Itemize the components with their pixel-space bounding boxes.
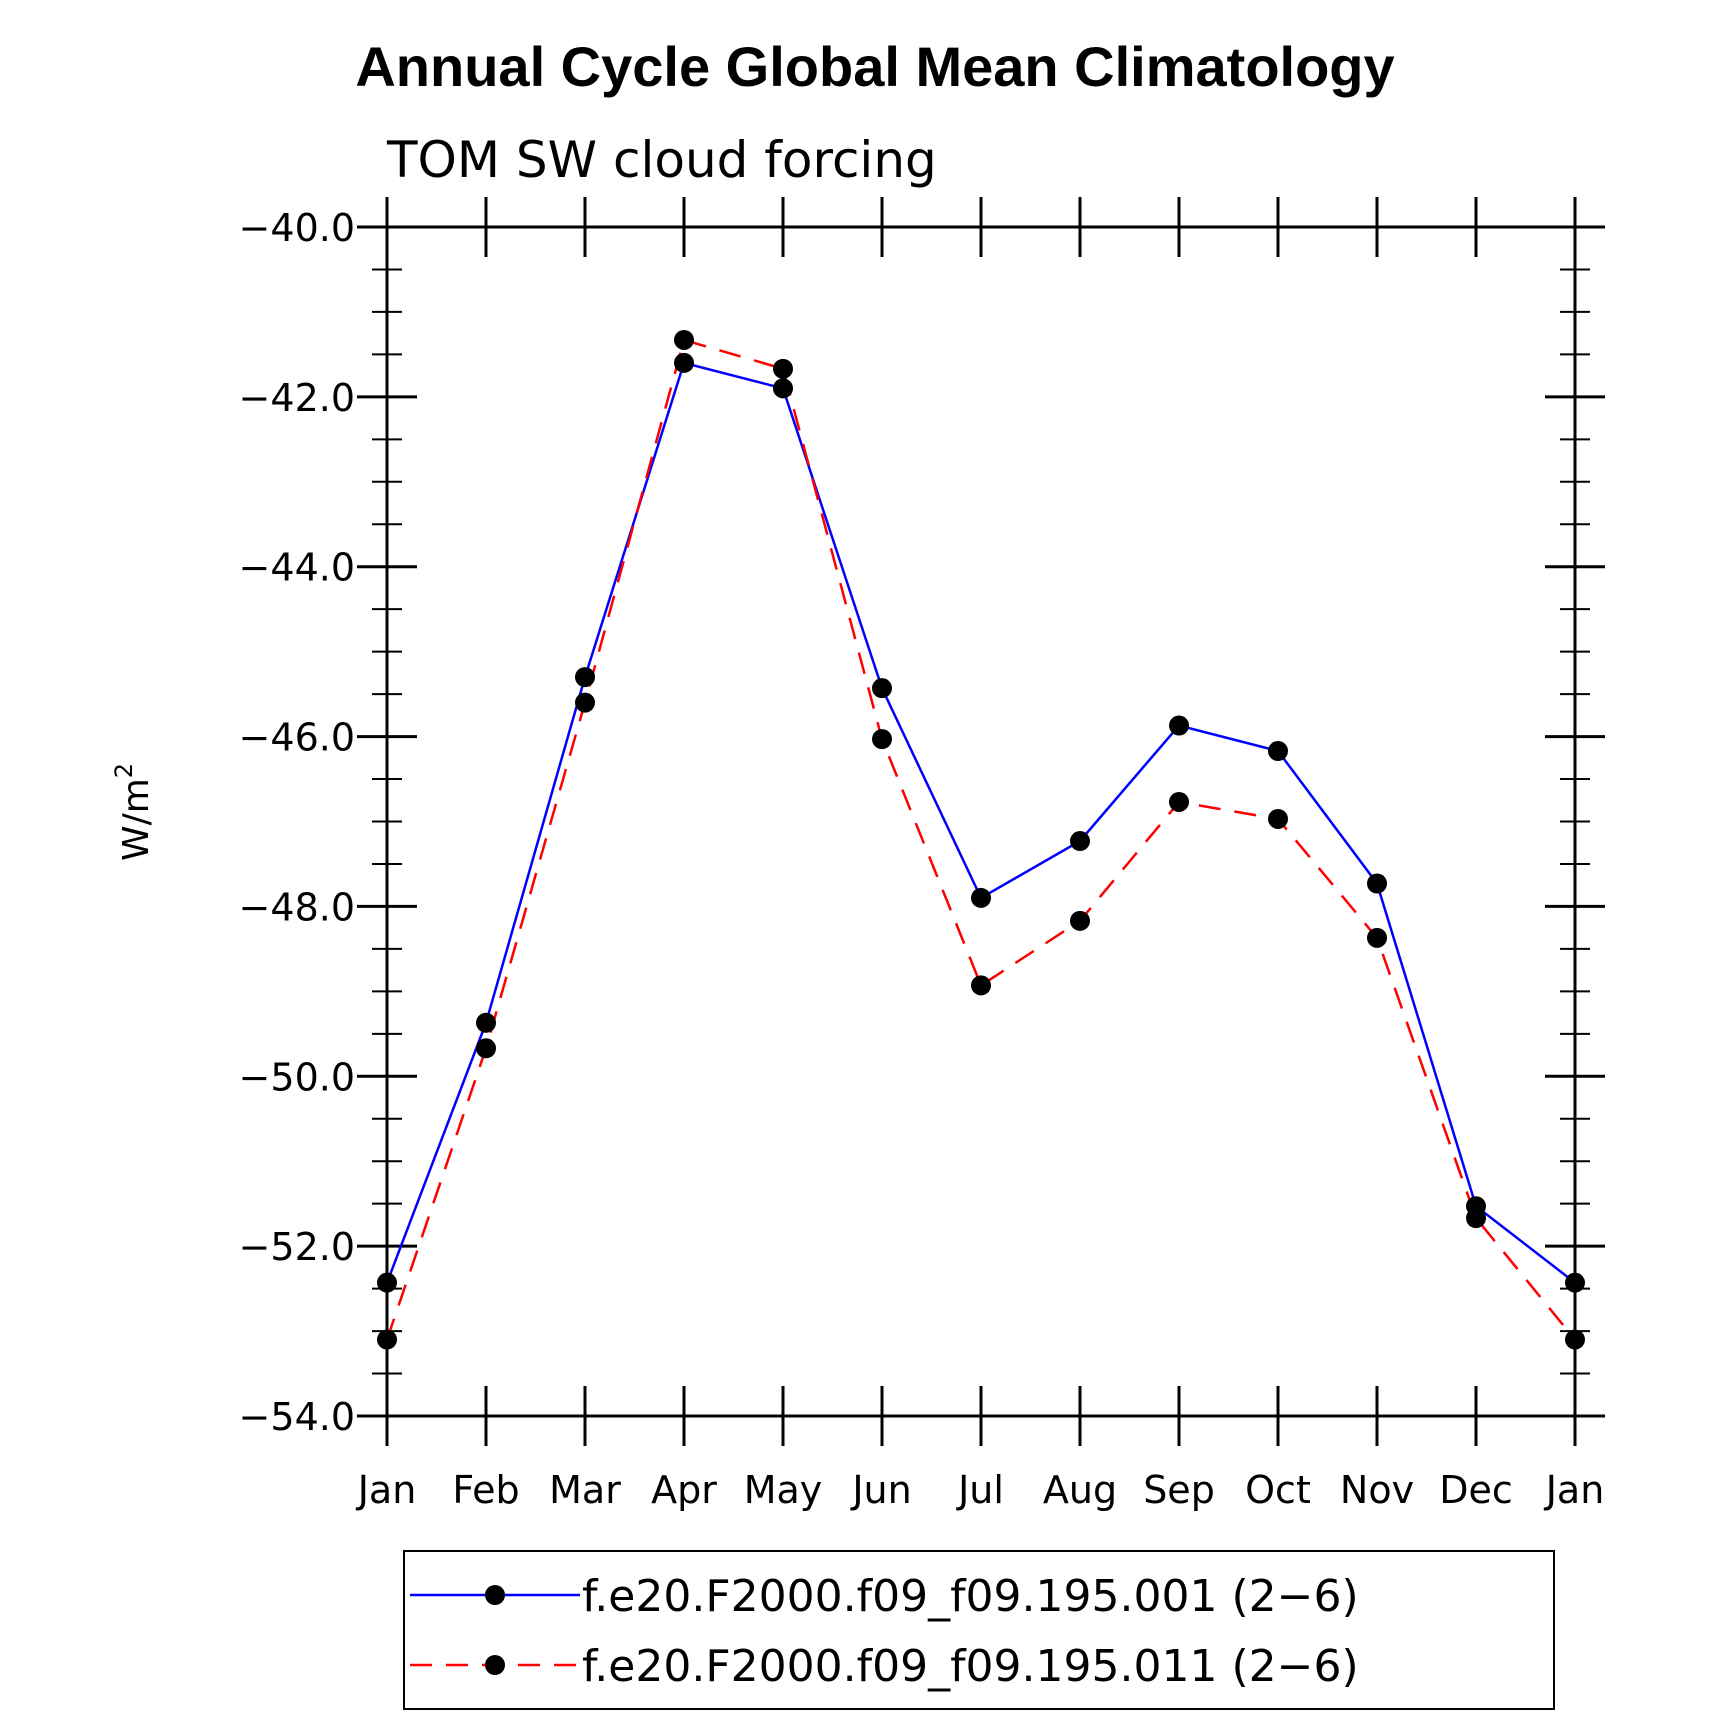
legend-marker-series-1 <box>485 1585 505 1605</box>
legend-label-series-2: f.e20.F2000.f09_f09.195.011 (2−6) <box>582 1641 1359 1692</box>
data-point-series-1 <box>773 378 793 399</box>
data-point-series-2 <box>773 358 793 379</box>
x-tick-label: Dec <box>1439 1468 1513 1512</box>
legend-label-series-1: f.e20.F2000.f09_f09.195.001 (2−6) <box>582 1571 1359 1622</box>
y-tick-label: −46.0 <box>239 716 355 760</box>
x-tick-labels: Jan Feb Mar Apr May Jun Jul Aug Sep Oct Nov Dec Jan <box>356 1468 1605 1512</box>
data-point-series-1 <box>377 1272 397 1293</box>
data-point-series-2 <box>674 329 694 350</box>
plot-frame <box>385 225 1577 1418</box>
data-point-series-2 <box>377 1329 397 1350</box>
y-tick-label: −50.0 <box>239 1055 355 1099</box>
y-tick-label: −52.0 <box>239 1225 355 1269</box>
x-tick-label: Oct <box>1245 1468 1311 1512</box>
x-tick-label: Mar <box>549 1468 621 1512</box>
legend-box <box>403 1550 1555 1710</box>
series-line-1 <box>385 361 1576 1284</box>
series-line-2 <box>385 338 1576 1341</box>
data-point-series-1 <box>476 1012 496 1033</box>
x-tick-label: Aug <box>1043 1468 1117 1512</box>
x-tick-label: Feb <box>452 1468 519 1512</box>
data-point-series-1 <box>1565 1272 1585 1293</box>
data-point-series-2 <box>1367 927 1387 948</box>
data-point-series-1 <box>971 887 991 908</box>
data-point-series-2 <box>1070 910 1090 931</box>
data-point-series-2 <box>872 729 892 750</box>
data-point-series-1 <box>1367 873 1387 894</box>
data-point-series-2 <box>1268 808 1288 829</box>
x-tick-label: Sep <box>1143 1468 1215 1512</box>
x-tick-label: Nov <box>1340 1468 1414 1512</box>
data-point-series-1 <box>575 667 595 688</box>
y-tick-labels: −54.0 −52.0 −50.0 −48.0 −46.0 −44.0 −42.0 −40.0 <box>239 206 355 1439</box>
x-tick-label: Apr <box>651 1468 717 1512</box>
x-tick-label: Jan <box>1544 1468 1605 1512</box>
y-axis-label-superscript: 2 <box>110 763 138 778</box>
y-tick-label: −54.0 <box>239 1395 355 1439</box>
data-point-series-2 <box>1565 1329 1585 1350</box>
data-point-series-2 <box>1169 791 1189 812</box>
x-tick-label: Jan <box>356 1468 417 1512</box>
series-lines <box>385 338 1576 1341</box>
data-point-series-1 <box>872 678 892 699</box>
legend: f.e20.F2000.f09_f09.195.001 (2−6) f.e20.… <box>403 1550 1555 1710</box>
y-tick-label: −40.0 <box>239 206 355 250</box>
data-point-series-1 <box>1070 831 1090 852</box>
y-axis-label: W/m2 <box>110 763 157 861</box>
chart-subtitle: TOM SW cloud forcing <box>386 131 937 189</box>
y-tick-label: −44.0 <box>239 546 355 590</box>
x-tick-label: May <box>744 1468 823 1512</box>
y-tick-label: −42.0 <box>239 376 355 420</box>
legend-marker-series-2 <box>485 1655 505 1675</box>
data-point-series-1 <box>674 352 694 373</box>
data-point-series-2 <box>1466 1208 1486 1229</box>
data-point-series-1 <box>1169 715 1189 736</box>
data-point-series-1 <box>1268 741 1288 762</box>
data-point-series-2 <box>971 975 991 996</box>
chart-title: Annual Cycle Global Mean Climatology <box>355 35 1394 98</box>
data-point-series-2 <box>575 692 595 713</box>
y-axis-label-unit: W/m <box>116 778 157 861</box>
y-tick-label: −48.0 <box>239 885 355 929</box>
x-tick-label: Jun <box>850 1468 911 1512</box>
axis-ticks <box>357 197 1605 1446</box>
x-tick-label: Jul <box>956 1468 1004 1512</box>
svg-text:W/m2: W/m2 <box>110 763 157 861</box>
series-points <box>377 329 1585 1350</box>
data-point-series-2 <box>476 1038 496 1059</box>
